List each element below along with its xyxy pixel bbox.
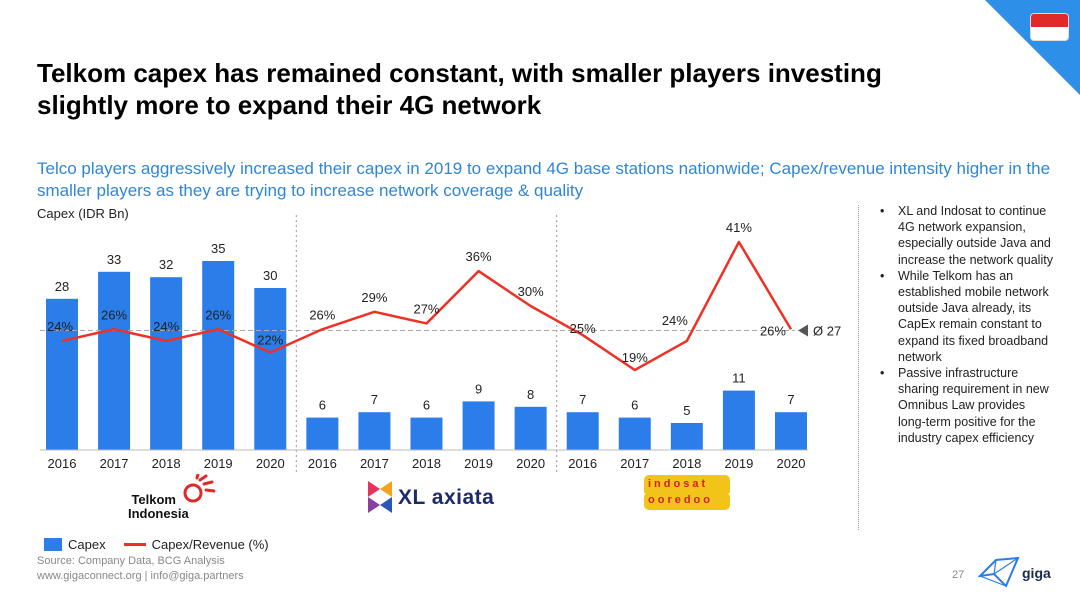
legend-capex-label: Capex bbox=[68, 537, 106, 552]
xl-logo-text: XL axiata bbox=[398, 486, 495, 509]
x-tick-label: 2016 bbox=[308, 456, 337, 471]
capex-bar bbox=[514, 406, 547, 450]
source-note: Source: Company Data, BCG Analysis bbox=[37, 555, 225, 567]
capex-bar bbox=[410, 417, 443, 450]
ratio-value-label: 24% bbox=[662, 313, 688, 328]
ratio-value-label: 25% bbox=[570, 321, 596, 336]
ratio-value-label: 29% bbox=[361, 290, 387, 305]
x-tick-label: 2019 bbox=[724, 456, 753, 471]
ratio-value-label: 36% bbox=[466, 249, 492, 264]
capex-bar bbox=[618, 417, 651, 450]
capex-value-label: 9 bbox=[475, 381, 482, 396]
capex-bar bbox=[670, 423, 703, 450]
capex-value-label: 35 bbox=[211, 241, 225, 256]
x-tick-label: 2016 bbox=[48, 456, 77, 471]
indosat-logo-bottom bbox=[644, 492, 730, 510]
right-panel-divider bbox=[858, 205, 859, 530]
ratio-value-label: 26% bbox=[101, 307, 127, 322]
capex-value-label: 28 bbox=[55, 279, 69, 294]
capex-value-label: 8 bbox=[527, 387, 534, 402]
ratio-value-label: 24% bbox=[153, 319, 179, 334]
x-tick-label: 2019 bbox=[464, 456, 493, 471]
x-tick-label: 2020 bbox=[256, 456, 285, 471]
x-tick-label: 2016 bbox=[568, 456, 597, 471]
ooredoo-logo-text: ooredoo bbox=[648, 494, 713, 506]
bullet-item: While Telkom has an established mobile n… bbox=[876, 268, 1056, 365]
ratio-value-label: 30% bbox=[518, 284, 544, 299]
chart-legend: Capex Capex/Revenue (%) bbox=[44, 537, 269, 552]
ratio-value-label: 26% bbox=[760, 323, 786, 338]
ratio-value-label: 22% bbox=[257, 333, 283, 348]
capex-bar bbox=[722, 390, 755, 450]
capex-value-label: 6 bbox=[423, 398, 430, 413]
x-tick-label: 2017 bbox=[620, 456, 649, 471]
capex-bar bbox=[462, 401, 495, 450]
average-label: Ø 27 bbox=[813, 323, 841, 338]
capex-bar bbox=[358, 412, 391, 450]
footer-links[interactable]: www.gigaconnect.org | info@giga.partners bbox=[37, 570, 244, 582]
capex-value-label: 7 bbox=[371, 392, 378, 407]
ratio-value-label: 26% bbox=[205, 307, 231, 322]
capex-value-label: 11 bbox=[732, 371, 746, 386]
indosat-logo-text: indosat bbox=[648, 478, 709, 490]
x-tick-label: 2019 bbox=[204, 456, 233, 471]
x-tick-label: 2018 bbox=[672, 456, 701, 471]
capex-chart: 28 33 32 35 30 6 7 6 9 8 7 6 5 11 7 Ø 27 24% 26% 24% 26% 22%… bbox=[40, 215, 841, 475]
x-tick-label: 2020 bbox=[516, 456, 545, 471]
bullet-item: Passive infrastructure sharing requireme… bbox=[876, 365, 1056, 446]
legend-capex-swatch bbox=[44, 538, 62, 551]
capex-value-label: 33 bbox=[107, 252, 121, 267]
giga-logo-icon bbox=[978, 556, 1020, 588]
x-tick-label: 2020 bbox=[777, 456, 806, 471]
capex-bar bbox=[566, 412, 599, 450]
capex-bar bbox=[150, 277, 183, 450]
ratio-value-label: 27% bbox=[413, 301, 439, 316]
capex-bar bbox=[254, 288, 287, 450]
page-number: 27 bbox=[952, 569, 965, 581]
indosat-logo-top bbox=[644, 475, 730, 493]
legend-ratio-swatch bbox=[123, 543, 146, 546]
ratio-value-label: 41% bbox=[726, 220, 752, 235]
telkom-logo-icon bbox=[183, 474, 216, 503]
capex-revenue-line bbox=[61, 240, 793, 372]
ratio-value-label: 26% bbox=[309, 307, 335, 322]
ratio-value-label: 24% bbox=[47, 319, 73, 334]
x-tick-label: 2018 bbox=[412, 456, 441, 471]
y-axis-label: Capex (IDR Bn) bbox=[37, 206, 129, 221]
xl-logo-icon bbox=[368, 481, 392, 513]
legend-ratio-label: Capex/Revenue (%) bbox=[151, 537, 269, 552]
average-marker-icon bbox=[798, 324, 808, 337]
capex-value-label: 7 bbox=[579, 392, 586, 407]
capex-bar bbox=[774, 412, 807, 450]
capex-bar bbox=[98, 271, 131, 450]
capex-value-label: 6 bbox=[319, 398, 326, 413]
insight-bullets: XL and Indosat to continue 4G network ex… bbox=[876, 203, 1056, 446]
x-tick-label: 2018 bbox=[152, 456, 181, 471]
capex-value-label: 30 bbox=[263, 268, 277, 283]
indonesia-flag-icon bbox=[1031, 14, 1068, 40]
capex-bar bbox=[46, 298, 78, 450]
ratio-value-label: 19% bbox=[622, 350, 648, 365]
x-tick-label: 2017 bbox=[100, 456, 129, 471]
capex-bar bbox=[202, 261, 235, 450]
capex-value-label: 7 bbox=[787, 392, 794, 407]
capex-value-label: 32 bbox=[159, 257, 173, 272]
page-title: Telkom capex has remained constant, with… bbox=[37, 58, 882, 120]
telkom-logo-text: Telkom Indonesia bbox=[128, 492, 189, 521]
page-subtitle: Telco players aggressively increased the… bbox=[37, 159, 1051, 200]
capex-value-label: 5 bbox=[683, 403, 690, 418]
capex-bar bbox=[306, 417, 339, 450]
capex-value-label: 6 bbox=[631, 398, 638, 413]
bullet-item: XL and Indosat to continue 4G network ex… bbox=[876, 203, 1056, 268]
x-tick-label: 2017 bbox=[360, 456, 389, 471]
giga-logo-text: giga bbox=[1022, 565, 1051, 581]
